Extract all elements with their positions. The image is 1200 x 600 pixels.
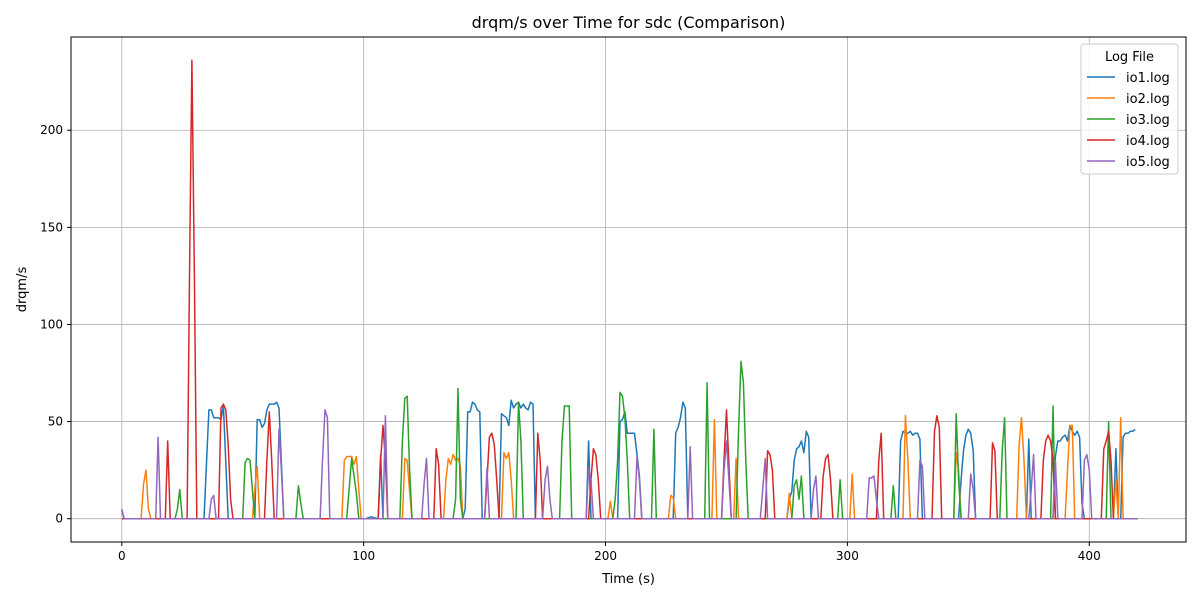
y-tick-label: 50 (48, 415, 63, 429)
legend-label: io2.log (1126, 92, 1170, 107)
legend-label: io4.log (1126, 134, 1170, 149)
legend-label: io5.log (1126, 155, 1170, 170)
series-group (121, 59, 1138, 520)
legend-label: io3.log (1126, 113, 1170, 128)
y-tick-label: 0 (55, 512, 63, 526)
legend-title: Log File (1105, 50, 1154, 65)
chart-title: drqm/s over Time for sdc (Comparison) (472, 13, 786, 32)
legend-label: io1.log (1126, 71, 1170, 86)
x-tick-label: 100 (352, 549, 375, 563)
x-tick-label: 200 (594, 549, 617, 563)
y-axis-label: drqm/s (15, 267, 30, 313)
x-axis-label: Time (s) (601, 572, 655, 587)
series-line-io5-log (121, 409, 1138, 520)
y-tick-label: 100 (40, 317, 63, 331)
series-line-io4-log (121, 59, 1138, 520)
x-tick-label: 400 (1078, 549, 1101, 563)
plot-frame (70, 36, 1187, 543)
y-tick-label: 200 (40, 123, 63, 137)
x-tick-label: 0 (118, 549, 126, 563)
legend-items: io1.log io2.log io3.log io4.log io5.log (1087, 71, 1170, 170)
axis-ticks: 0 100 200 300 400 0 50 100 150 200 (40, 123, 1101, 563)
legend: Log File io1.log io2.log io3.log io4.log io5… (1080, 43, 1179, 175)
y-tick-label: 150 (40, 220, 63, 234)
x-tick-label: 300 (836, 549, 859, 563)
